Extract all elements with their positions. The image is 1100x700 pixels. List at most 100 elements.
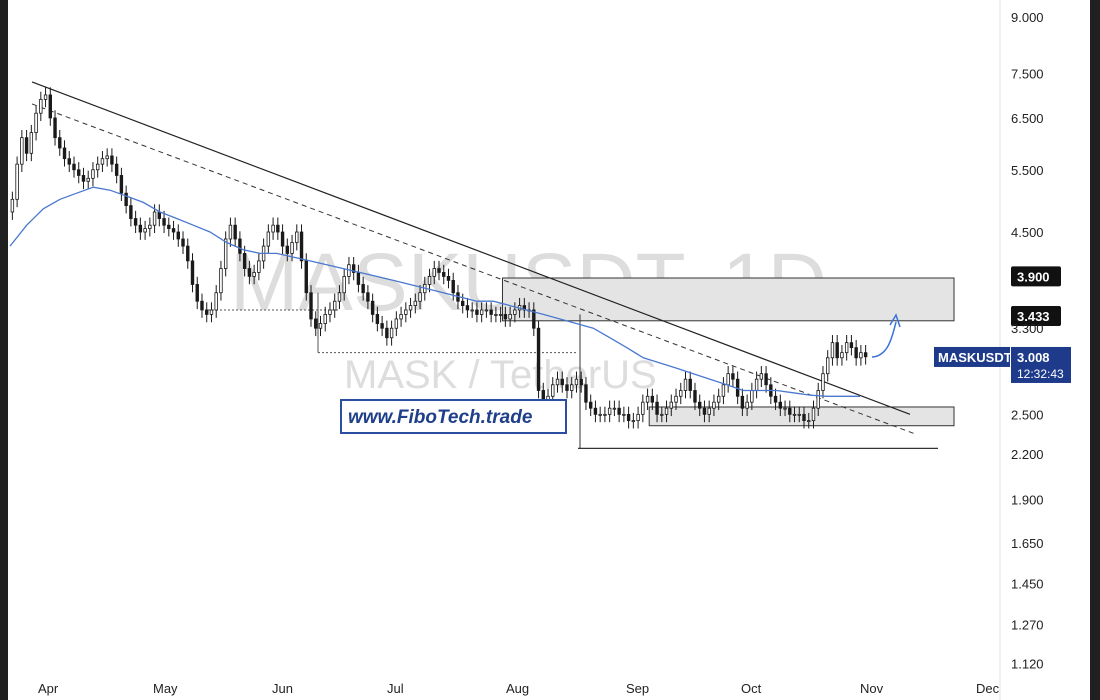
website-box [340, 399, 567, 434]
price-badge [1011, 266, 1061, 287]
y-tick-label: 9.000 [1011, 10, 1044, 25]
candle-body [181, 238, 185, 247]
projection-arrow [871, 321, 897, 358]
candle-body [859, 352, 863, 359]
y-tick-label: 1.270 [1011, 617, 1044, 632]
x-tick-label: Aug [506, 681, 529, 696]
y-tick-label: 2.500 [1011, 407, 1044, 422]
candle-body [233, 224, 237, 240]
candle-body [802, 413, 806, 422]
candle-body [707, 407, 711, 415]
candle-body [437, 268, 441, 273]
candle-body [114, 163, 119, 176]
candle-body [655, 401, 659, 415]
candle-body [148, 224, 152, 229]
y-tick-label: 1.900 [1011, 492, 1044, 507]
candle-body [380, 323, 384, 329]
candle-body [91, 169, 95, 179]
candle-body [157, 211, 162, 219]
candle-body [698, 401, 702, 409]
candle-body [863, 352, 868, 358]
candle-body [778, 401, 783, 409]
candle-body [759, 373, 764, 380]
candle-body [811, 407, 816, 422]
y-tick-label: 7.500 [1011, 67, 1044, 82]
candle-body [171, 228, 176, 233]
chart-panel[interactable]: MASKUSDT, 1D MASK / TetherUS 9.0007.5006… [8, 0, 1090, 700]
x-tick-label: Nov [860, 681, 884, 696]
candles-layer [10, 87, 868, 429]
candle-body [603, 413, 607, 416]
candle-body [593, 407, 598, 415]
candle-body [356, 272, 361, 285]
screen-bezel-right [1090, 0, 1100, 700]
candle-body [726, 373, 730, 386]
candle-body [612, 407, 617, 410]
candle-body [844, 342, 849, 354]
candle-body [62, 147, 67, 160]
candle-body [598, 413, 602, 416]
candle-body [247, 268, 252, 277]
candle-body [290, 242, 294, 254]
candle-body [650, 395, 655, 403]
candle-body [536, 327, 541, 391]
candle-body [299, 231, 304, 262]
candle-body [200, 300, 204, 311]
candle-body [394, 318, 399, 329]
price-chart[interactable]: MASKUSDT, 1D MASK / TetherUS 9.0007.5006… [8, 0, 1090, 700]
candle-body [295, 231, 299, 243]
candle-body [750, 390, 754, 403]
candle-body [740, 395, 745, 409]
candle-body [783, 407, 787, 410]
candle-body [195, 284, 199, 302]
y-tick-label: 1.650 [1011, 536, 1044, 551]
candle-body [276, 224, 280, 233]
candle-body [470, 309, 474, 312]
candle-body [498, 314, 503, 316]
candle-body [138, 224, 143, 233]
candle-body [162, 218, 166, 226]
candle-body [209, 309, 214, 315]
zones-layer [501, 277, 955, 427]
candle-body [223, 238, 228, 269]
candle-body [119, 175, 124, 194]
candle-body [48, 94, 52, 119]
candle-body [418, 292, 422, 302]
price-label-partial: 3.300 [1011, 321, 1044, 336]
candle-body [773, 395, 778, 403]
watermark-pair: MASK / TetherUS [344, 353, 657, 397]
candle-body [484, 309, 489, 312]
candle-body [86, 177, 90, 182]
candle-body [110, 155, 114, 165]
candle-body [399, 314, 403, 320]
candle-body [584, 384, 588, 403]
candle-body [271, 224, 275, 233]
projection-arrowhead [889, 313, 901, 328]
candle-body [560, 378, 564, 386]
price-badge-text: 3.900 [1017, 269, 1050, 284]
candle-body [285, 245, 290, 254]
x-tick-label: Dec [976, 681, 1000, 696]
candle-body [124, 192, 128, 206]
candle-body [252, 272, 256, 277]
candle-body [342, 276, 346, 294]
candle-body [385, 327, 389, 339]
candle-body [641, 401, 645, 415]
candle-body [280, 231, 285, 247]
y-tick-label: 6.500 [1011, 111, 1044, 126]
price-badge [1011, 305, 1061, 326]
candle-body [460, 300, 465, 306]
candle-body [323, 314, 327, 324]
candle-body [503, 314, 508, 320]
candle-body [788, 407, 792, 415]
candle-body [375, 314, 380, 324]
candle-body [328, 309, 332, 315]
candle-body [807, 420, 811, 423]
candle-body [370, 300, 375, 315]
candle-body [830, 342, 835, 359]
candle-body [333, 300, 337, 311]
x-tick-label: Apr [38, 681, 59, 696]
candle-body [266, 231, 271, 247]
candle-body [674, 395, 678, 403]
candle-body [797, 413, 801, 416]
